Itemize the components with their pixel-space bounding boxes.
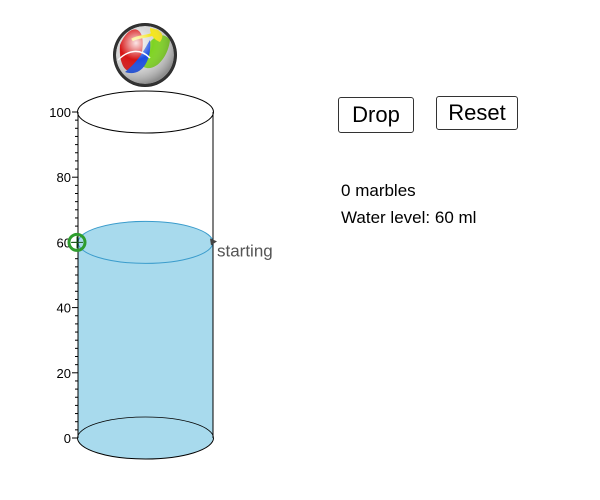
start-marker: starting <box>210 238 273 260</box>
tick-label: 80 <box>57 170 71 185</box>
water-level-value: 60 <box>434 208 454 227</box>
level-handle-icon[interactable] <box>67 232 87 252</box>
tick-label: 40 <box>57 301 71 316</box>
scale-axis: 0 20 40 60 80 100 <box>49 105 79 446</box>
water-level-readout: Water level: 60 ml <box>341 208 476 228</box>
tick-label: 60 <box>57 235 71 250</box>
cylinder <box>77 90 214 460</box>
reset-button[interactable]: Reset <box>436 96 518 130</box>
tick-label: 0 <box>64 431 71 446</box>
tick-label: 100 <box>49 105 71 120</box>
water-level-unit: ml <box>458 208 477 227</box>
marble-count-unit: marbles <box>355 181 416 200</box>
marble-count: 0 <box>341 181 351 200</box>
start-marker-label: starting <box>217 241 273 260</box>
water-level-prefix: Water level: <box>341 208 431 227</box>
water <box>77 220 214 459</box>
marble-count-readout: 0 marbles <box>341 181 416 201</box>
tick-label: 20 <box>57 366 71 381</box>
drop-button[interactable]: Drop <box>338 97 414 133</box>
marble-icon[interactable] <box>113 23 177 87</box>
